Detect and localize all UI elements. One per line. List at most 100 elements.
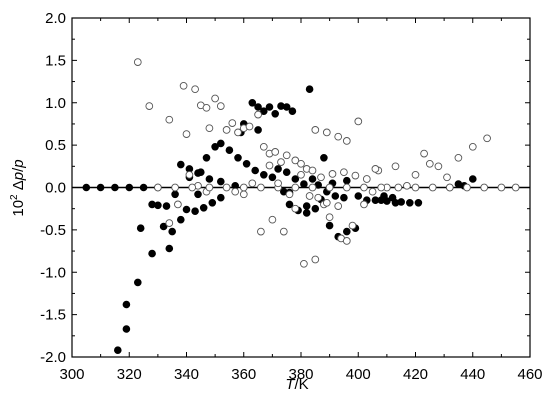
data-point-open (211, 94, 219, 103)
data-point-open (311, 255, 320, 264)
data-point-filled (282, 168, 291, 177)
data-point-open (205, 124, 214, 133)
data-point-open (191, 85, 199, 94)
data-point-open (297, 170, 305, 179)
data-point-filled (342, 176, 351, 185)
data-point-filled (168, 227, 177, 236)
data-point-filled (311, 204, 320, 213)
data-point-open (334, 202, 343, 210)
data-point-open (305, 192, 314, 200)
data-point-filled (82, 183, 91, 192)
data-point-filled (251, 166, 260, 175)
data-point-filled (285, 200, 294, 209)
data-point-open (279, 227, 288, 236)
data-point-open (133, 58, 142, 66)
data-point-filled (254, 126, 262, 134)
data-point-filled (254, 103, 262, 111)
data-point-filled (331, 192, 340, 200)
x-axis-label: T/K (285, 376, 308, 393)
data-point-open (362, 175, 371, 183)
x-tick-label: 440 (460, 366, 485, 383)
data-point-open (277, 158, 285, 166)
x-tick-label: 460 (517, 366, 542, 383)
data-point-open (425, 159, 434, 168)
data-point-open (348, 221, 357, 230)
data-points (82, 58, 520, 355)
data-point-open (342, 237, 351, 245)
data-point-filled (171, 190, 179, 199)
x-tick-label: 340 (174, 366, 199, 383)
data-point-filled (217, 177, 225, 186)
y-tick-label: 0.0 (45, 180, 66, 197)
data-point-open (188, 183, 197, 192)
data-point-filled (291, 175, 300, 183)
data-point-open (228, 119, 237, 127)
data-point-open (322, 198, 331, 207)
data-point-filled (122, 325, 131, 333)
data-point-open (174, 200, 182, 209)
data-point-filled (211, 143, 219, 151)
data-point-open (182, 130, 191, 138)
data-point-open (394, 183, 403, 192)
data-point-open (445, 183, 454, 192)
data-point-filled (268, 173, 277, 182)
data-point-filled (208, 199, 217, 207)
data-point-open (360, 183, 368, 192)
x-tick-label: 420 (403, 366, 428, 383)
data-point-open (325, 183, 334, 192)
axes: 300 320 340 360 380 400 420 440 460 -2.0 -1.5 -1.0 -… (40, 10, 542, 383)
data-point-filled (182, 205, 191, 214)
data-point-filled (154, 201, 162, 210)
data-point-open (222, 183, 231, 192)
data-point-filled (122, 300, 131, 309)
data-point-open (239, 190, 248, 199)
data-point-filled (205, 175, 214, 183)
data-point-open (334, 132, 343, 141)
y-tick-label: -2.0 (40, 349, 66, 366)
data-point-open (354, 117, 363, 126)
data-point-open (285, 190, 294, 199)
data-point-filled (96, 183, 105, 192)
data-point-filled (388, 193, 397, 202)
data-point-open (468, 142, 477, 151)
data-point-filled (300, 180, 308, 188)
data-point-filled (165, 244, 174, 253)
data-point-open (271, 148, 280, 156)
y-axis-label: 102 Δp/p (9, 159, 27, 216)
y-tick-label: 2.0 (45, 10, 66, 27)
data-point-open (403, 181, 411, 190)
data-point-filled (259, 171, 268, 179)
data-point-open (179, 81, 188, 90)
data-point-open (342, 183, 351, 192)
data-point-filled (259, 107, 268, 115)
data-point-open (322, 128, 331, 137)
data-point-open (291, 156, 300, 165)
data-point-filled (162, 202, 171, 210)
data-point-filled (340, 193, 348, 202)
data-point-filled (325, 221, 334, 230)
data-point-filled (217, 193, 225, 202)
data-point-open (145, 102, 154, 110)
y-tick-label: 0.5 (45, 137, 66, 154)
data-point-open (185, 170, 194, 179)
x-tick-label: 320 (117, 366, 142, 383)
data-point-filled (199, 204, 208, 212)
data-point-open (311, 126, 320, 134)
data-point-open (259, 142, 268, 151)
data-point-open (368, 187, 377, 196)
data-point-filled (114, 346, 122, 355)
data-point-filled (177, 160, 185, 169)
data-point-filled (111, 183, 119, 192)
data-point-open (483, 134, 491, 143)
data-point-open (257, 183, 265, 192)
data-point-open (308, 183, 317, 192)
data-point-filled (134, 278, 142, 287)
data-point-filled (242, 160, 251, 168)
data-point-open (434, 162, 443, 171)
data-point-open (351, 171, 360, 180)
data-point-open (257, 227, 265, 236)
data-point-open (480, 183, 489, 192)
data-point-filled (405, 199, 414, 207)
